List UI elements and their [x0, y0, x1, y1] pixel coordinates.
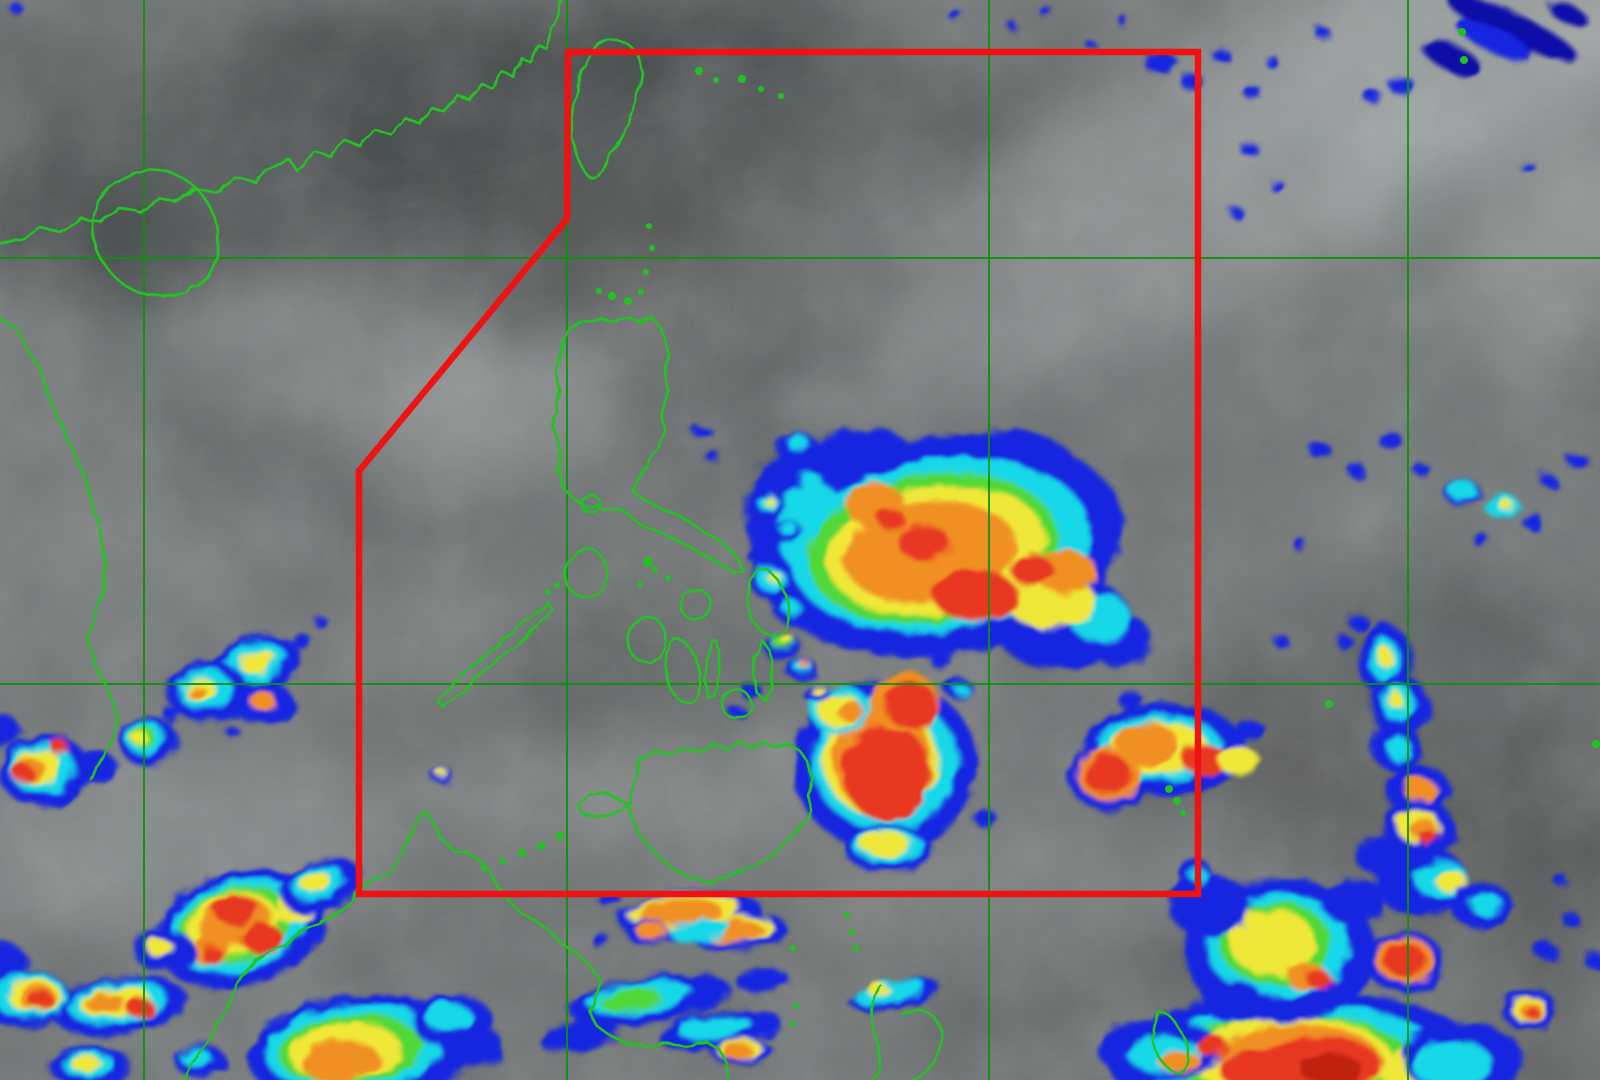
- coastline-mindanao-island: [576, 740, 814, 884]
- coastline-halmahera-island: [1151, 1011, 1190, 1074]
- coastline-luzon-island: [550, 315, 746, 576]
- coastline-borneo-coast: [182, 809, 730, 1080]
- coastlines: [0, 0, 1190, 1080]
- par-boundary: [355, 48, 1202, 898]
- coastline-palawan-island: [435, 600, 554, 709]
- coastline-taiwan-island: [570, 36, 643, 181]
- coastline-negros-island: [664, 638, 702, 705]
- coastline-laguna-lake: [580, 493, 602, 514]
- coastline-hainan-island: [90, 168, 220, 298]
- coastline-samar-island: [745, 567, 792, 639]
- small-island-dots: [481, 28, 1600, 1027]
- coastline-cebu-island: [703, 639, 721, 700]
- coastline-leyte-island: [751, 639, 774, 703]
- coastline-vietnam-coast: [0, 316, 120, 782]
- coastline-panay-island: [626, 615, 668, 664]
- coastline-masbate-island: [678, 587, 713, 621]
- coastline-south-china-coast: [0, 0, 563, 246]
- coastline-mindoro-island: [563, 547, 609, 599]
- coastline-sulawesi-coast: [870, 984, 944, 1080]
- coastline-bohol-island: [720, 687, 753, 720]
